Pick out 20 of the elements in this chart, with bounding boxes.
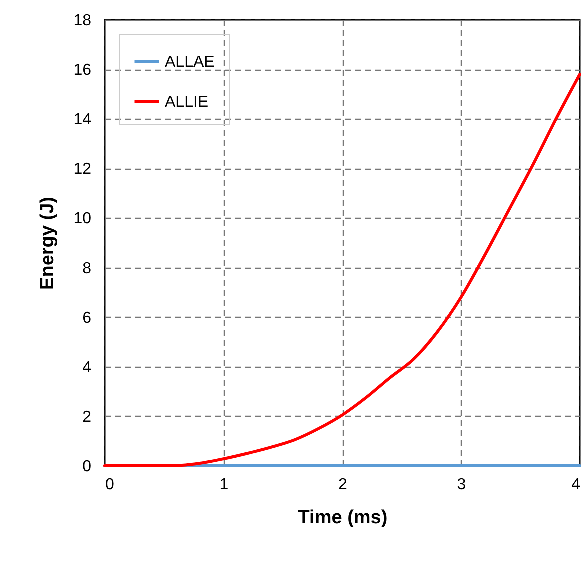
y-tick-label: 4 [82,359,92,376]
y-tick-label: 0 [82,458,92,476]
legend-label: ALLIE [165,94,209,111]
legend-label: ALLAE [165,54,215,71]
x-tick-label: 3 [457,476,466,494]
x-axis-title: Time (ms) [298,508,388,528]
line-series [104,73,582,468]
y-tick-label: 10 [74,210,92,228]
x-tick-label: 1 [220,476,229,494]
y-axis-title: Energy (J) [38,197,59,290]
y-tick-label: 18 [74,12,92,30]
y-tick-label: 6 [82,310,92,327]
y-tick-label: 16 [74,62,92,80]
x-tick-label: 4 [572,476,581,494]
y-tick-label: 2 [82,408,92,426]
y-tick-label: 8 [82,260,92,278]
x-tick-label: 2 [338,476,348,494]
y-tick-label: 12 [74,161,92,178]
x-tick-label: 0 [106,476,114,494]
y-tick-label: 14 [74,112,92,129]
